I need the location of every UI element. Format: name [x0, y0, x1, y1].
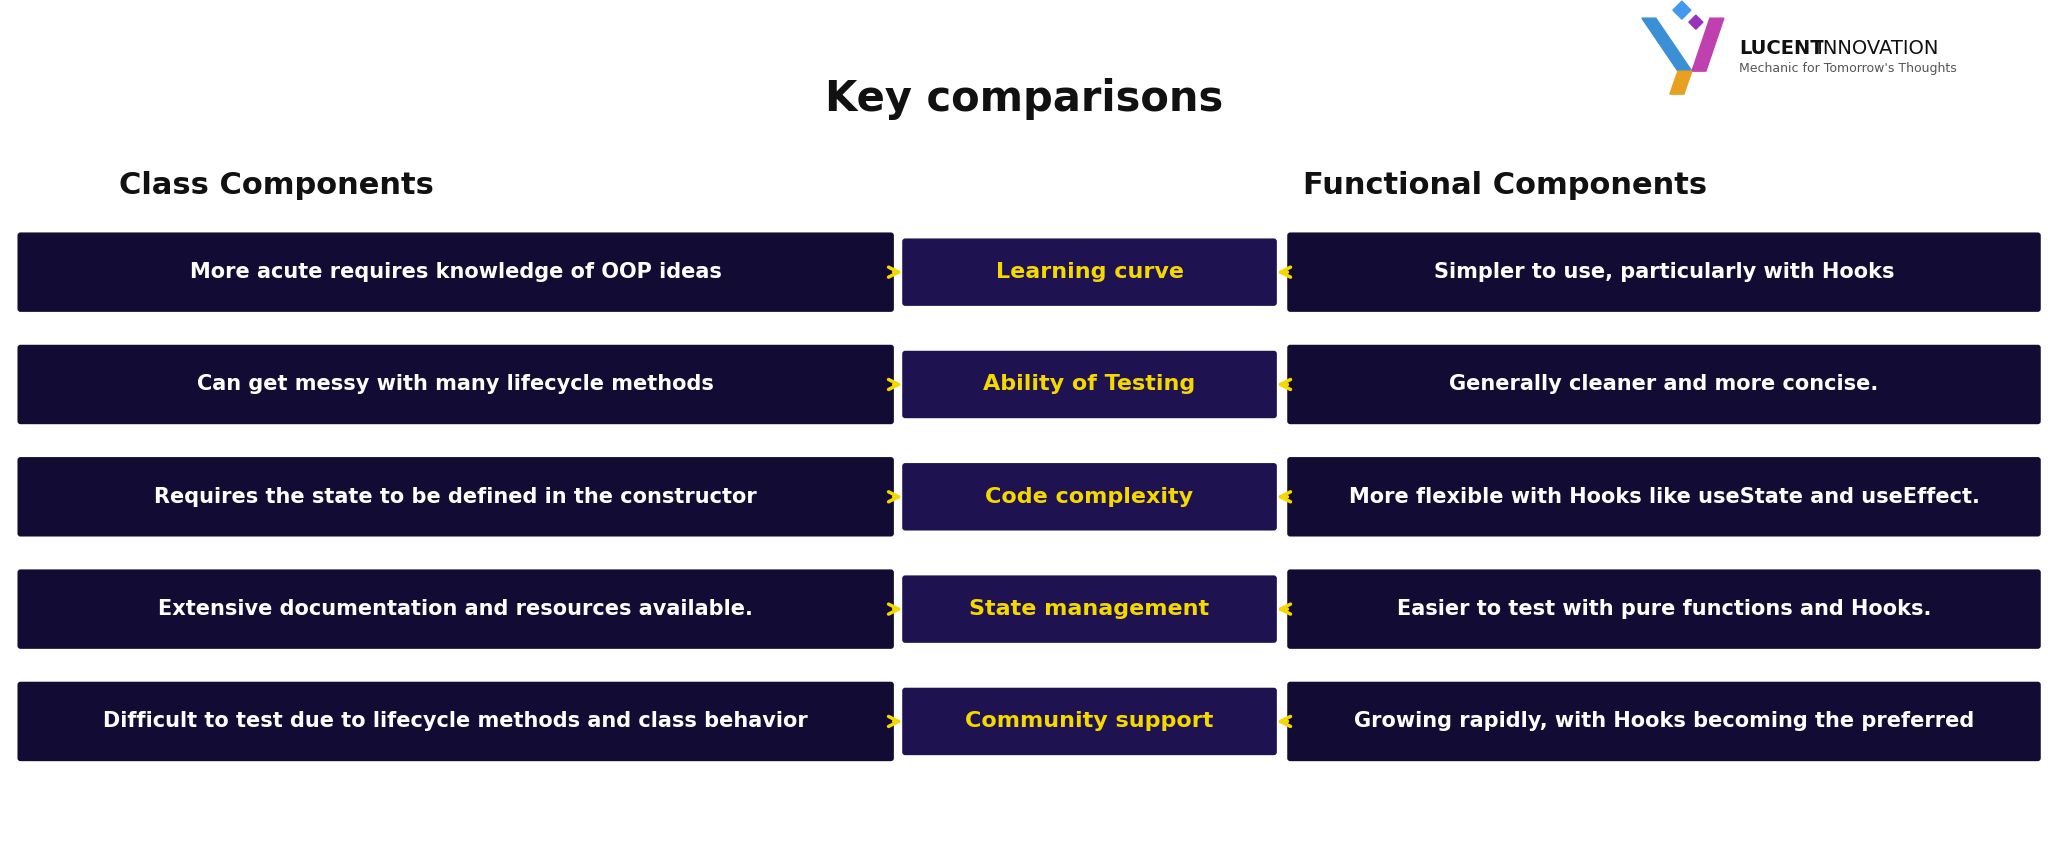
Polygon shape [1690, 16, 1702, 29]
FancyBboxPatch shape [18, 457, 893, 537]
FancyBboxPatch shape [18, 232, 893, 312]
Text: Simpler to use, particularly with Hooks: Simpler to use, particularly with Hooks [1434, 262, 1894, 283]
Text: Functional Components: Functional Components [1303, 171, 1708, 200]
Polygon shape [1669, 71, 1692, 94]
FancyBboxPatch shape [903, 351, 1276, 418]
Text: Requires the state to be defined in the constructor: Requires the state to be defined in the … [154, 486, 758, 507]
FancyBboxPatch shape [1288, 345, 2040, 424]
Polygon shape [1692, 18, 1724, 71]
Text: State management: State management [969, 599, 1210, 619]
FancyBboxPatch shape [903, 463, 1276, 530]
Text: INNOVATION: INNOVATION [1810, 39, 1937, 58]
Polygon shape [1642, 18, 1692, 71]
Polygon shape [1673, 1, 1692, 19]
Text: More acute requires knowledge of OOP ideas: More acute requires knowledge of OOP ide… [190, 262, 721, 283]
Text: Mechanic for Tomorrow's Thoughts: Mechanic for Tomorrow's Thoughts [1739, 61, 1956, 74]
Text: Growing rapidly, with Hooks becoming the preferred: Growing rapidly, with Hooks becoming the… [1354, 711, 1974, 732]
Text: Code complexity: Code complexity [985, 486, 1194, 507]
FancyBboxPatch shape [18, 345, 893, 424]
FancyBboxPatch shape [903, 238, 1276, 306]
FancyBboxPatch shape [1288, 682, 2040, 761]
Text: Ability of Testing: Ability of Testing [983, 374, 1196, 395]
FancyBboxPatch shape [1288, 232, 2040, 312]
FancyBboxPatch shape [1288, 457, 2040, 537]
Text: Difficult to test due to lifecycle methods and class behavior: Difficult to test due to lifecycle metho… [102, 711, 809, 732]
FancyBboxPatch shape [903, 688, 1276, 755]
Text: Key comparisons: Key comparisons [825, 79, 1223, 120]
Text: Community support: Community support [965, 711, 1214, 732]
Text: Easier to test with pure functions and Hooks.: Easier to test with pure functions and H… [1397, 599, 1931, 619]
Text: Generally cleaner and more concise.: Generally cleaner and more concise. [1450, 374, 1878, 395]
FancyBboxPatch shape [1288, 569, 2040, 649]
Text: Learning curve: Learning curve [995, 262, 1184, 283]
FancyBboxPatch shape [18, 569, 893, 649]
Text: Extensive documentation and resources available.: Extensive documentation and resources av… [158, 599, 754, 619]
Text: Class Components: Class Components [119, 171, 434, 200]
Text: Can get messy with many lifecycle methods: Can get messy with many lifecycle method… [197, 374, 715, 395]
FancyBboxPatch shape [18, 682, 893, 761]
Text: LUCENT: LUCENT [1739, 39, 1823, 58]
FancyBboxPatch shape [903, 575, 1276, 643]
Text: More flexible with Hooks like useState and useEffect.: More flexible with Hooks like useState a… [1348, 486, 1980, 507]
